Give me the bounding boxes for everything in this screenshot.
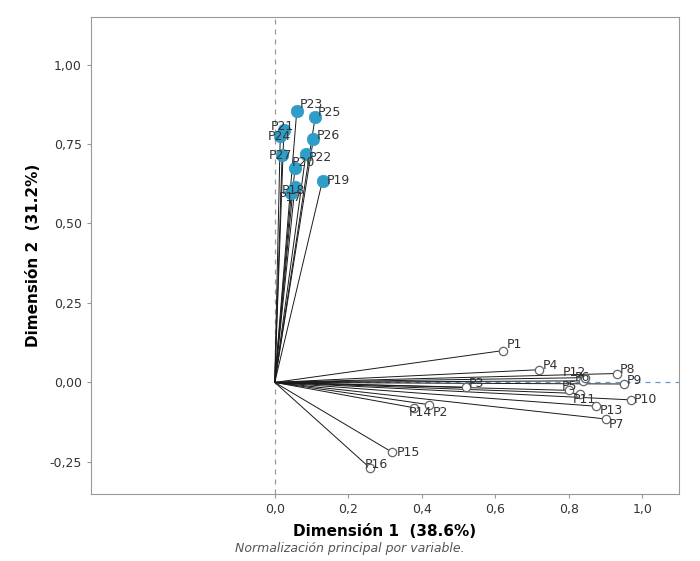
Text: P4: P4 xyxy=(542,360,558,373)
Text: P3: P3 xyxy=(469,377,484,390)
Text: P14: P14 xyxy=(409,406,432,419)
Text: P17: P17 xyxy=(279,191,302,204)
Text: P8: P8 xyxy=(620,363,635,376)
Text: P24: P24 xyxy=(267,130,290,142)
Text: P26: P26 xyxy=(316,129,340,142)
Text: P1: P1 xyxy=(507,338,522,351)
Text: P13: P13 xyxy=(599,403,622,417)
Text: P2: P2 xyxy=(433,406,448,419)
Text: P7: P7 xyxy=(608,418,624,431)
Text: P23: P23 xyxy=(300,98,323,112)
Text: P6: P6 xyxy=(574,370,589,384)
Text: P21: P21 xyxy=(271,120,294,133)
Text: P15: P15 xyxy=(397,446,420,459)
Text: P11: P11 xyxy=(573,393,596,406)
Text: P12: P12 xyxy=(564,366,587,379)
Text: Normalización principal por variable.: Normalización principal por variable. xyxy=(235,542,465,555)
X-axis label: Dimensión 1  (38.6%): Dimensión 1 (38.6%) xyxy=(293,524,477,539)
Text: P5: P5 xyxy=(561,380,577,393)
Y-axis label: Dimensión 2  (31.2%): Dimensión 2 (31.2%) xyxy=(27,164,41,347)
Text: P25: P25 xyxy=(318,105,342,119)
Text: P19: P19 xyxy=(327,174,350,187)
Text: P18: P18 xyxy=(282,184,305,197)
Text: P16: P16 xyxy=(365,458,388,471)
Text: P10: P10 xyxy=(634,393,657,406)
Text: P9: P9 xyxy=(626,374,642,387)
Text: P20: P20 xyxy=(292,155,316,169)
Text: P27: P27 xyxy=(270,149,293,162)
Text: P22: P22 xyxy=(309,151,332,164)
